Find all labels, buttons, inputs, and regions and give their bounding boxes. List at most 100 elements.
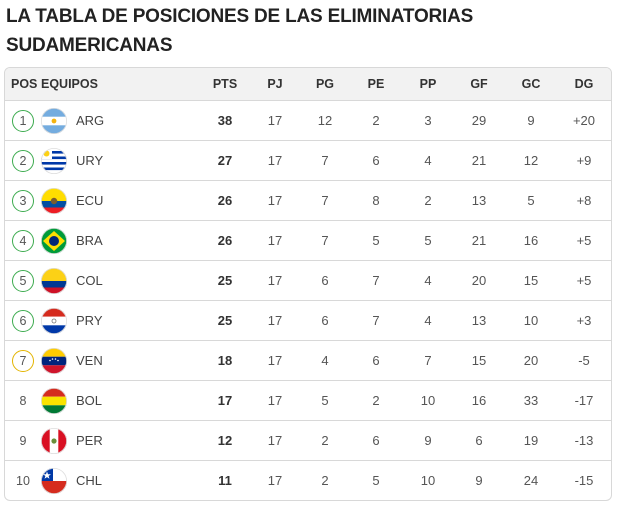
- header-gc: GC: [521, 77, 541, 91]
- cell-pe: 2: [372, 393, 380, 408]
- team-name: BOL: [76, 393, 103, 408]
- header-gf: GF: [470, 77, 488, 91]
- table-row: 6 PRY 25 17 6 7 4 13 10 +3: [5, 300, 611, 340]
- position-cell: 8: [10, 381, 36, 420]
- cell-pp: 5: [424, 233, 432, 248]
- cell-dg: +3: [576, 313, 592, 328]
- cell-pts: 25: [217, 313, 233, 328]
- cell-dg: -13: [574, 433, 594, 448]
- position-cell: 5: [10, 261, 36, 300]
- cell-pp: 3: [424, 113, 432, 128]
- cell-dg: +9: [576, 153, 592, 168]
- cell-gc: 20: [523, 353, 539, 368]
- table-row: 10 CHL 11 17 2 5 10 9 24 -15: [5, 460, 611, 500]
- cell-gc: 15: [523, 273, 539, 288]
- cell-pp: 4: [424, 153, 432, 168]
- cell-gc: 12: [523, 153, 539, 168]
- cell-pp: 4: [424, 313, 432, 328]
- header-teams: EQUIPOS: [41, 77, 98, 91]
- cell-gf: 13: [471, 313, 487, 328]
- position-cell: 1: [10, 101, 36, 140]
- cell-pe: 2: [372, 113, 380, 128]
- cell-pe: 5: [372, 473, 380, 488]
- cell-gf: 9: [475, 473, 483, 488]
- team-name: URY: [76, 153, 104, 168]
- position-badge: 6: [12, 309, 34, 332]
- cell-pj: 17: [267, 153, 283, 168]
- position-cell: 9: [10, 421, 36, 460]
- cell-pp: 10: [420, 393, 436, 408]
- position-cell: 10: [10, 461, 36, 500]
- colombia-flag-icon: [41, 268, 67, 294]
- cell-gf: 6: [475, 433, 483, 448]
- cell-pg: 5: [321, 393, 329, 408]
- table-body: 1 ARG 38 17 12 2 3 29 9 +20 2 URY 27 17 7 6 4 21 12 +9 3 ECU 2…: [5, 100, 611, 500]
- cell-pe: 8: [372, 193, 380, 208]
- cell-pg: 7: [321, 233, 329, 248]
- cell-pj: 17: [267, 353, 283, 368]
- header-pj: PJ: [267, 77, 283, 91]
- cell-pts: 11: [218, 473, 232, 488]
- table-row: 4 BRA 26 17 7 5 5 21 16 +5: [5, 220, 611, 260]
- team-name: COL: [76, 273, 103, 288]
- cell-pj: 17: [267, 393, 283, 408]
- position-cell: 6: [10, 301, 36, 340]
- cell-pts: 26: [217, 233, 233, 248]
- cell-gc: 9: [527, 113, 535, 128]
- cell-dg: -17: [574, 393, 594, 408]
- cell-pj: 17: [267, 473, 283, 488]
- table-row: 3 ECU 26 17 7 8 2 13 5 +8: [5, 180, 611, 220]
- position-badge: 7: [12, 349, 34, 372]
- cell-pg: 2: [321, 433, 329, 448]
- cell-pg: 2: [321, 473, 329, 488]
- cell-pg: 7: [321, 153, 329, 168]
- standings-table: POS EQUIPOS PTS PJ PG PE PP GF GC DG 1 AR…: [4, 67, 612, 501]
- team-name: BRA: [76, 233, 103, 248]
- argentina-flag-icon: [41, 108, 67, 134]
- position-badge: 10: [16, 473, 30, 488]
- header-pp: PP: [419, 77, 437, 91]
- position-badge: 3: [12, 189, 34, 212]
- cell-dg: +5: [576, 233, 592, 248]
- cell-gf: 29: [471, 113, 487, 128]
- header-pos: POS: [11, 77, 38, 91]
- cell-pts: 38: [217, 113, 233, 128]
- table-row: 5 COL 25 17 6 7 4 20 15 +5: [5, 260, 611, 300]
- position-badge: 5: [12, 269, 34, 292]
- table-row: 9 PER 12 17 2 6 9 6 19 -13: [5, 420, 611, 460]
- header-pts: PTS: [212, 77, 238, 91]
- cell-pts: 17: [217, 393, 233, 408]
- cell-pts: 27: [217, 153, 233, 168]
- team-name: VEN: [76, 353, 103, 368]
- cell-pe: 6: [372, 353, 380, 368]
- table-row: 7 VEN 18 17 4 6 7 15 20 -5: [5, 340, 611, 380]
- paraguay-flag-icon: [41, 308, 67, 334]
- team-name: ARG: [76, 113, 105, 128]
- position-cell: 3: [10, 181, 36, 220]
- cell-pts: 25: [217, 273, 233, 288]
- cell-dg: +20: [572, 113, 596, 128]
- cell-pts: 18: [217, 353, 233, 368]
- cell-gc: 33: [523, 393, 539, 408]
- ecuador-flag-icon: [41, 188, 67, 214]
- cell-dg: -5: [578, 353, 590, 368]
- cell-gf: 13: [471, 193, 487, 208]
- position-badge: 8: [19, 393, 27, 408]
- header-pg: PG: [315, 77, 335, 91]
- cell-pj: 17: [267, 433, 283, 448]
- position-badge: 2: [12, 149, 34, 172]
- table-row: 8 BOL 17 17 5 2 10 16 33 -17: [5, 380, 611, 420]
- cell-pg: 4: [321, 353, 329, 368]
- cell-pj: 17: [267, 233, 283, 248]
- cell-pp: 7: [424, 353, 432, 368]
- cell-dg: -15: [574, 473, 594, 488]
- cell-pe: 6: [372, 153, 380, 168]
- cell-pg: 12: [317, 113, 333, 128]
- cell-gf: 20: [471, 273, 487, 288]
- cell-pts: 12: [217, 433, 233, 448]
- header-pe: PE: [367, 77, 385, 91]
- table-row: 1 ARG 38 17 12 2 3 29 9 +20: [5, 100, 611, 140]
- cell-dg: +5: [576, 273, 592, 288]
- cell-pp: 9: [424, 433, 432, 448]
- cell-pe: 6: [372, 433, 380, 448]
